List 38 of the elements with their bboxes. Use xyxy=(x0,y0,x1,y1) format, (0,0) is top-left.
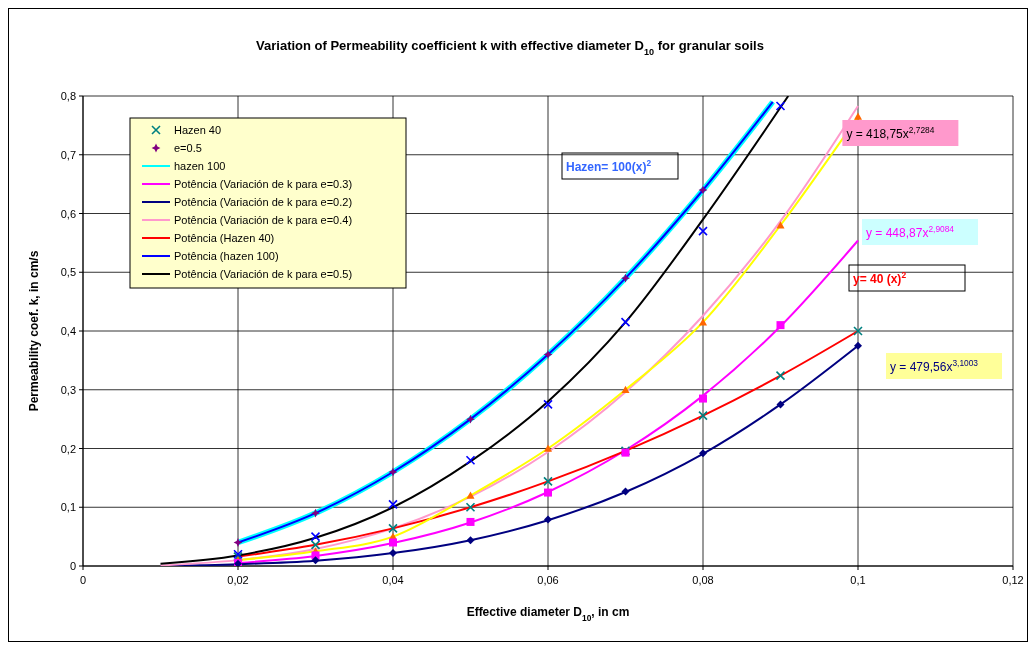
chart-title: Variation of Permeability coefficient k with effective diameter D$_{10}$ for granular soils xyxy=(256,38,764,57)
legend-label: Hazen 40 xyxy=(174,124,222,136)
y-tick-label: 0,1 xyxy=(60,501,76,514)
x-tick-label: 0 xyxy=(79,574,87,586)
legend-label: Potência (Variación de k para e=0.5) xyxy=(174,268,353,280)
legend-label: Potência (hazen 100) xyxy=(174,250,279,262)
annotation: y = 479,56x$^{3,1003}$ xyxy=(890,358,979,374)
y-tick-label: 0,6 xyxy=(60,207,76,220)
annotation: Hazen= 100(x)$^{2}$ xyxy=(566,158,652,174)
y-tick-label: 0,2 xyxy=(60,442,76,455)
x-tick-label: 0,04 xyxy=(382,574,404,586)
x-tick-label: 0,1 xyxy=(850,574,866,586)
legend-label: Potência (Hazen 40) xyxy=(174,232,275,244)
annotation: y = 418,75x$^{2,7284}$ xyxy=(846,125,935,142)
text-box: Hazen= 100(x)$^{2}$ xyxy=(561,152,679,180)
y-tick-label: 0,7 xyxy=(60,148,76,161)
x-tick-label: 0,02 xyxy=(227,574,249,586)
x-tick-label: 0,12 xyxy=(1002,574,1024,586)
text-box: y = 448,87x$^{2,9084}$ xyxy=(862,219,978,245)
y-tick-label: 0,8 xyxy=(60,90,76,102)
x-tick-label: 0,08 xyxy=(692,574,714,586)
text-box: y= 40 (x)$^{2}$ xyxy=(848,264,966,292)
legend-label: Potência (Variación de k para e=0.3) xyxy=(174,178,353,190)
y-tick-label: 0,3 xyxy=(60,383,76,396)
legend-label: Potência (Variación de k para e=0.2) xyxy=(174,196,353,208)
annotation: y= 40 (x)$^{2}$ xyxy=(853,270,907,286)
legend-label: hazen 100 xyxy=(174,160,226,172)
text-box: y = 418,75x$^{2,7284}$ xyxy=(842,120,959,146)
y-tick-label: 0,5 xyxy=(60,266,76,279)
x-tick-label: 0,06 xyxy=(537,574,559,586)
annotation: y = 448,87x$^{2,9084}$ xyxy=(866,224,955,240)
legend-label: Potência (Variación de k para e=0.4) xyxy=(174,214,353,226)
y-axis-title: Permeability coef. k, in cm/s xyxy=(27,250,41,412)
y-tick-label: 0 xyxy=(69,560,76,572)
legend-label: e=0.5 xyxy=(174,142,202,154)
text-box: y = 479,56x$^{3,1003}$ xyxy=(886,353,1002,379)
x-axis-title: Effective diameter D$_{10}$, in cm xyxy=(466,605,630,623)
y-tick-label: 0,4 xyxy=(60,325,76,337)
